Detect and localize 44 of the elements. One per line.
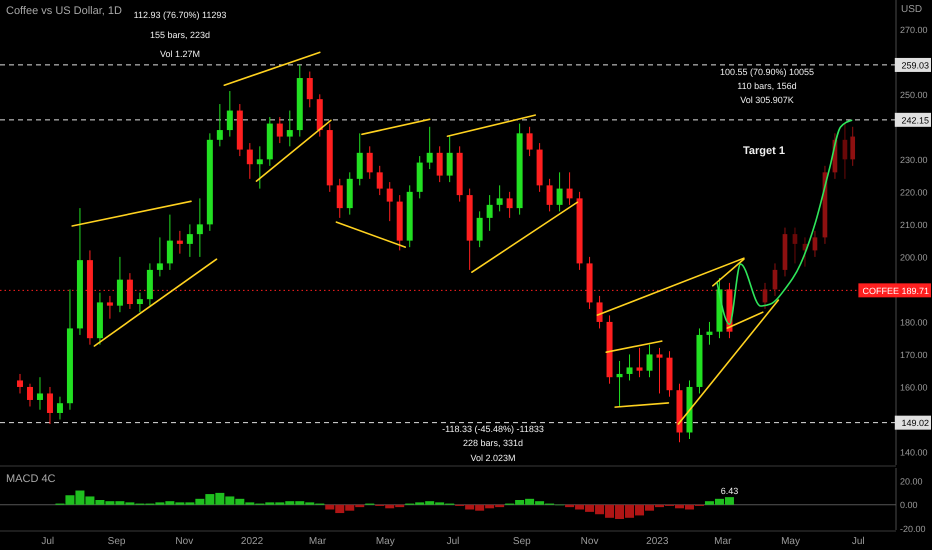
x-tick-label: Mar [308, 536, 327, 547]
x-tick-label: Sep [512, 536, 532, 547]
y-tick-label: -20.00 [900, 524, 926, 534]
y-tick-label: 160.00 [900, 382, 928, 392]
annotation: Vol 1.27M [160, 49, 200, 59]
y-tick-label: 270.00 [900, 24, 928, 35]
chart-title: Coffee vs US Dollar, 1D [6, 5, 122, 17]
annotation: Vol 2.023M [470, 453, 516, 463]
ref-line-label: 259.03 [901, 60, 929, 70]
x-tick-label: Nov [580, 536, 598, 547]
x-tick-label: May [376, 536, 395, 547]
y-tick-label: 250.00 [900, 90, 928, 100]
y-tick-label: 220.00 [900, 187, 928, 198]
x-tick-label: 2022 [240, 536, 264, 547]
y-tick-label: 20.00 [900, 476, 923, 487]
y-tick-label: 200.00 [900, 252, 928, 262]
ref-line-label: COFFEE 189.71 [862, 286, 929, 296]
annotation: 112.93 (76.70%) 11293 [134, 10, 226, 20]
x-tick-label: Jul [41, 536, 54, 547]
y-axis-title: USD [901, 4, 922, 15]
chart-title: MACD 4C [6, 473, 56, 485]
annotation: Vol 305.907K [740, 95, 794, 105]
x-tick-label: Sep [108, 536, 126, 547]
y-tick-label: 230.00 [900, 154, 928, 165]
y-tick-label: 170.00 [900, 350, 928, 360]
annotation: -118.33 (-45.48%) -11833 [442, 424, 544, 434]
annotation: 155 bars, 223d [150, 30, 210, 40]
y-tick-label: 180.00 [900, 317, 928, 328]
annotation: 228 bars, 331d [462, 438, 524, 448]
annotation: Target 1 [743, 145, 785, 157]
x-tick-label: May [781, 536, 800, 547]
x-tick-label: Nov [175, 536, 194, 547]
x-tick-label: 2023 [646, 536, 669, 547]
y-tick-label: 140.00 [900, 447, 928, 458]
y-tick-label: 0.00 [900, 500, 918, 510]
annotation: 6.43 [720, 486, 738, 496]
y-tick-label: 210.00 [900, 220, 928, 230]
x-tick-label: Jul [852, 536, 865, 547]
x-tick-label: Mar [714, 536, 732, 547]
x-tick-label: Jul [446, 536, 460, 547]
ref-line-label: 242.15 [901, 115, 929, 126]
annotation: 100.55 (70.90%) 10055 [720, 67, 814, 77]
ref-line-label: 149.02 [901, 418, 929, 428]
annotation: 110 bars, 156d [737, 81, 797, 91]
